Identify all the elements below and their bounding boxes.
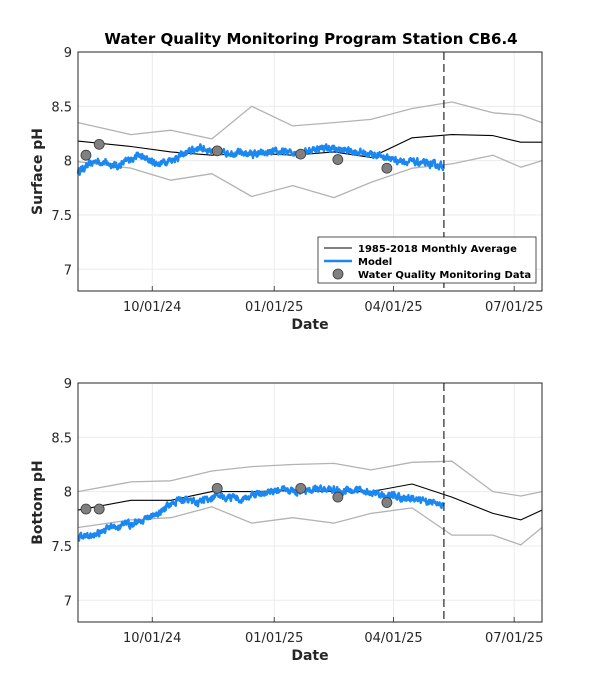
x-tick-label: 04/01/25 (364, 631, 422, 646)
axes-box (77, 51, 543, 292)
y-tick-label: 7.5 (51, 209, 72, 224)
surface-ph-panel: 7 7.5 8 8.5 9 10/01/24 01/01/25 04/01/25 07/01/2… (30, 46, 543, 333)
y-axis-label: Bottom pH (30, 460, 46, 545)
legend-box (317, 236, 537, 284)
y-tick-label: 8.5 (51, 100, 72, 115)
figure-title: Water Quality Monitoring Program Station… (104, 30, 517, 48)
bottom-ph-panel: 7 7.5 8 8.5 9 10/01/24 01/01/25 04/01/25 07/01/2… (30, 377, 543, 664)
y-tick-label: 7 (64, 263, 72, 278)
monitoring-data-point (211, 482, 223, 494)
x-tick-label: 01/01/25 (245, 300, 303, 315)
x-tick-label: 07/01/25 (485, 631, 543, 646)
x-tick-label: 10/01/24 (123, 631, 181, 646)
y-tick-label: 8 (64, 486, 72, 501)
y-tick-label: 9 (64, 46, 72, 61)
lower-envelope-line (77, 154, 543, 199)
legend-entry-label: Water Quality Monitoring Data (358, 270, 531, 281)
monitoring-data-point (381, 497, 393, 508)
y-tick-label: 9 (64, 377, 72, 392)
y-tick-label: 7.5 (51, 540, 72, 555)
y-tick-label: 8.5 (51, 431, 72, 446)
x-tick-label: 10/01/24 (123, 300, 181, 315)
plot-area (78, 383, 542, 622)
monitoring-data-point (332, 491, 344, 503)
model-line (77, 484, 446, 542)
monthly-average-line (77, 134, 542, 158)
monitoring-data-point (295, 148, 307, 160)
y-axis-label: Surface pH (30, 128, 46, 215)
monitoring-data-point (93, 138, 105, 150)
y-tick-label: 7 (64, 594, 72, 609)
legend-entry-label: Model (358, 257, 392, 268)
monitoring-data-point (80, 503, 92, 515)
monitoring-data-point (332, 154, 344, 165)
lower-envelope-line (77, 506, 543, 546)
upper-envelope-line (77, 460, 543, 497)
x-axis-label: Date (291, 317, 328, 333)
x-tick-label: 04/01/25 (364, 300, 422, 315)
model-line (76, 143, 445, 176)
legend-data-swatch (332, 268, 344, 280)
monitoring-data-point (80, 149, 92, 161)
monitoring-data-point (381, 162, 393, 174)
monitoring-data-point (93, 503, 105, 515)
x-tick-label: 01/01/25 (245, 631, 303, 646)
upper-envelope-line (77, 101, 543, 140)
y-tick-label: 8 (64, 155, 72, 170)
axes-box (77, 382, 543, 623)
monitoring-data-point (211, 145, 223, 157)
x-axis-label: Date (291, 648, 328, 664)
x-tick-label: 07/01/25 (485, 300, 543, 315)
monitoring-data-point (295, 482, 307, 494)
legend-entry-label: 1985-2018 Monthly Average (358, 244, 517, 255)
